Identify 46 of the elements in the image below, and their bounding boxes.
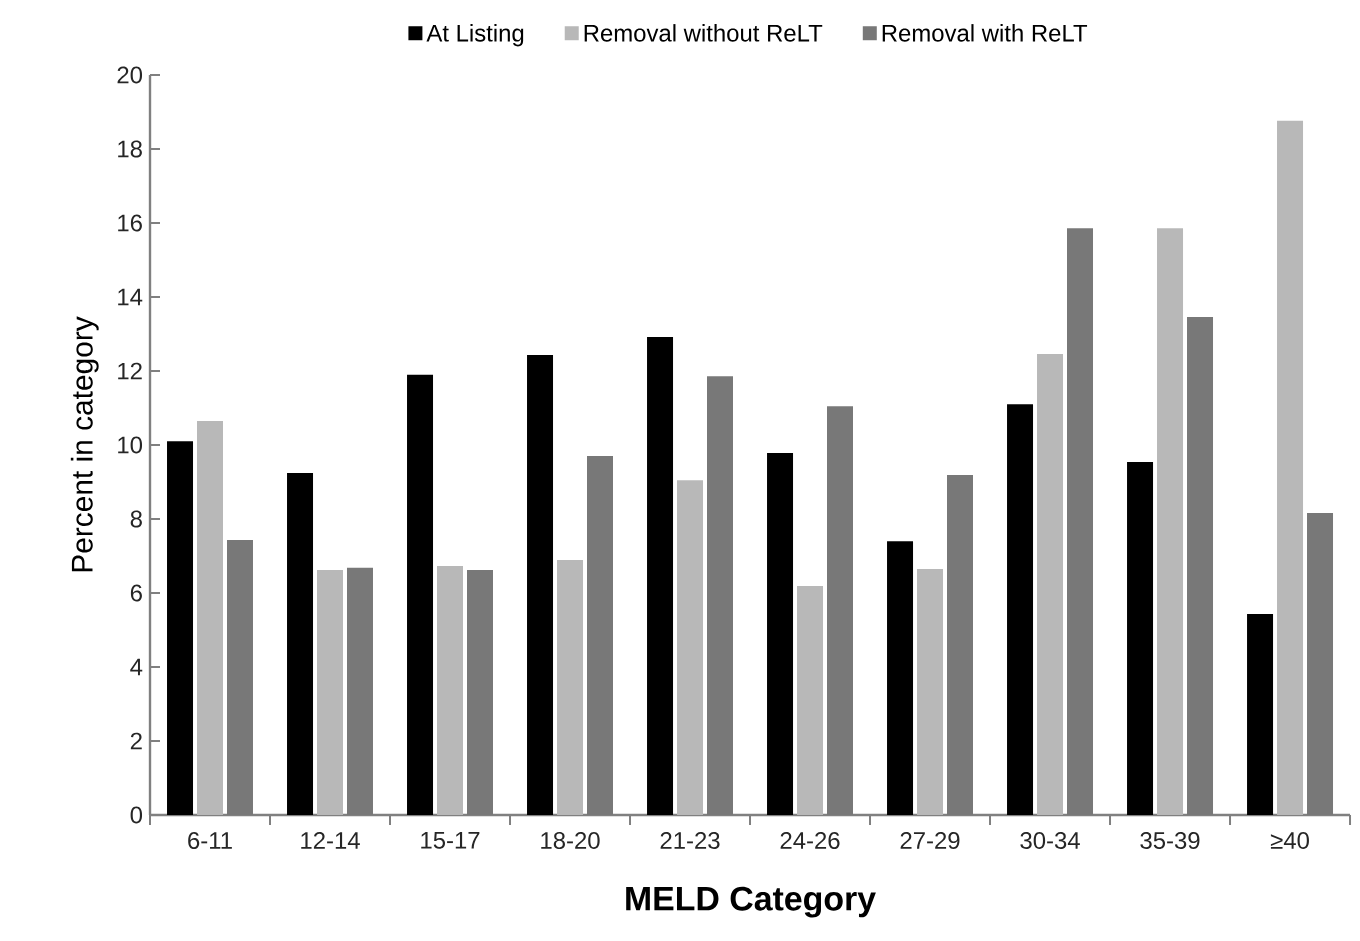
bar	[1007, 404, 1034, 815]
y-tick-label: 20	[117, 66, 143, 84]
x-tick-label: 21-23	[660, 832, 720, 849]
bar	[917, 568, 944, 815]
bar	[167, 441, 194, 815]
bar	[767, 453, 794, 815]
y-tick-label: 8	[130, 510, 142, 528]
y-tick-label: 10	[118, 436, 143, 454]
x-tick-label: 27-29	[900, 832, 960, 849]
x-tick-label: 12-14	[301, 832, 360, 849]
legend-label: Removal with ReLT	[882, 24, 1088, 42]
x-axis-title: MELD Category	[626, 886, 876, 918]
bar	[647, 336, 674, 815]
bar	[317, 570, 344, 815]
x-tick-label: 6-11	[188, 832, 232, 849]
x-tick-label: 15-17	[421, 832, 480, 849]
bar	[407, 374, 434, 815]
x-tick-label: 35-39	[1140, 832, 1200, 849]
bar	[887, 541, 914, 815]
y-tick-label: 4	[130, 658, 143, 676]
bar	[527, 355, 554, 815]
bar	[1157, 228, 1184, 815]
y-tick-label: 0	[130, 806, 143, 824]
y-tick-label: 2	[130, 732, 142, 750]
bar	[1127, 462, 1154, 815]
legend-label: At Listing	[426, 24, 524, 47]
bar	[1247, 614, 1274, 815]
y-axis-title: Percent in category	[70, 316, 99, 572]
y-tick-label: 14	[118, 288, 143, 306]
bar	[557, 560, 584, 815]
bar	[1037, 353, 1064, 815]
x-tick-label: 18-20	[541, 832, 600, 849]
y-tick-label: 16	[118, 214, 142, 232]
y-tick-label: 12	[118, 362, 142, 380]
bar	[797, 585, 824, 815]
bar	[197, 420, 224, 815]
y-tick-label: 18	[118, 140, 142, 158]
x-tick-label: 24-26	[780, 832, 840, 849]
bar	[287, 473, 314, 815]
bar	[437, 565, 464, 815]
bar	[1277, 120, 1304, 815]
x-tick-label: 30-34	[1020, 832, 1080, 849]
legend-label: Removal without ReLT	[584, 24, 823, 42]
x-tick-label: ≥40	[1270, 832, 1309, 849]
bar	[677, 480, 704, 815]
y-tick-label: 6	[130, 584, 142, 602]
